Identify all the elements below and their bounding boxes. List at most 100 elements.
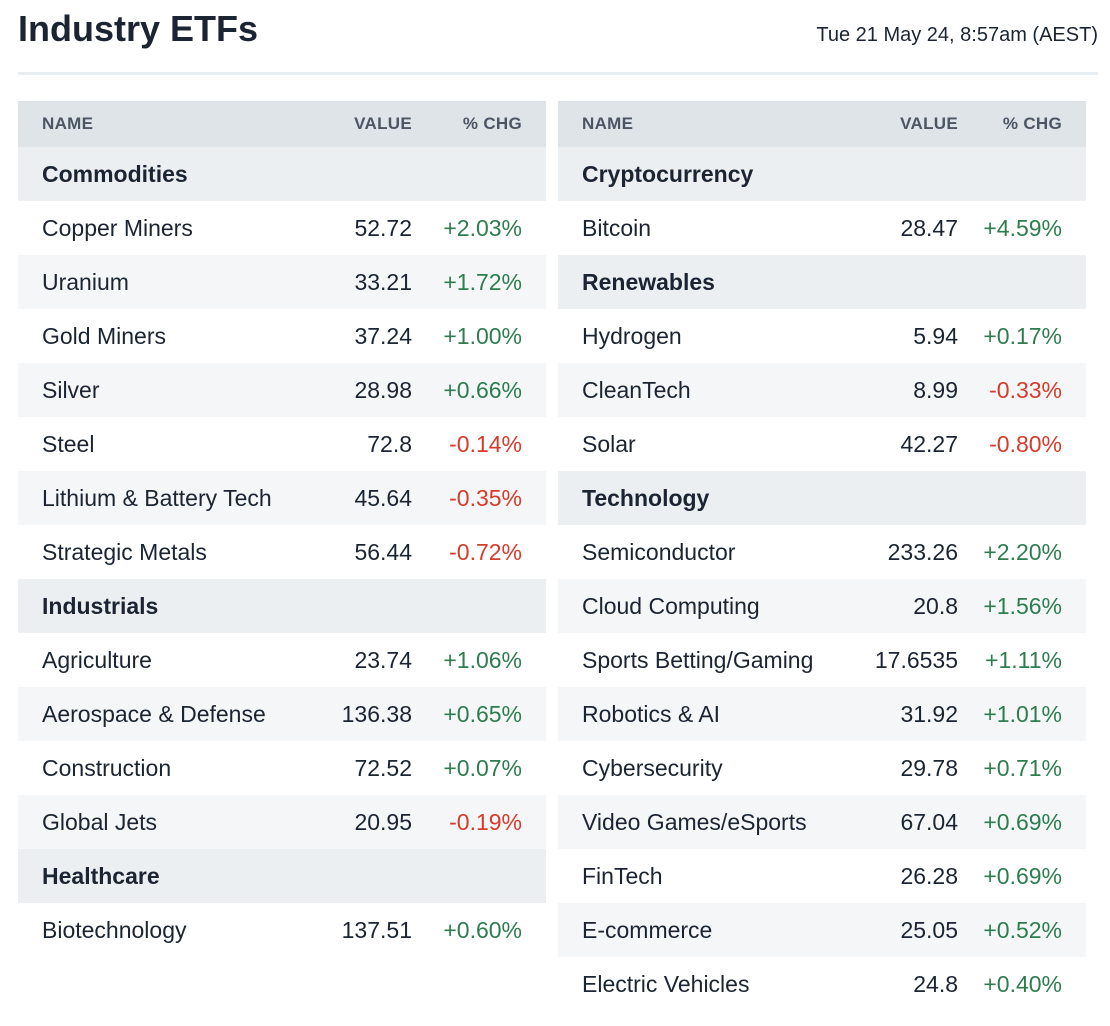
table-row[interactable]: Construction 72.52 +0.07% <box>18 741 546 795</box>
left-etf-table: NAME VALUE % CHG Commodities Copper Miner… <box>18 101 546 957</box>
etf-value: 56.44 <box>354 538 412 565</box>
etf-percent-change: +2.03% <box>443 214 522 241</box>
etf-percent-change: +0.40% <box>983 970 1062 997</box>
etf-percent-change: +0.66% <box>443 376 522 403</box>
etf-name[interactable]: Gold Miners <box>42 322 166 349</box>
section-title: Technology <box>582 484 710 511</box>
table-row[interactable]: Video Games/eSports 67.04 +0.69% <box>558 795 1086 849</box>
table-row[interactable]: Electric Vehicles 24.8 +0.40% <box>558 957 1086 1011</box>
etf-name[interactable]: Agriculture <box>42 646 152 673</box>
table-row[interactable]: E-commerce 25.05 +0.52% <box>558 903 1086 957</box>
table-row[interactable]: Aerospace & Defense 136.38 +0.65% <box>18 687 546 741</box>
etf-name[interactable]: Uranium <box>42 268 129 295</box>
etf-percent-change: -0.14% <box>449 430 522 457</box>
table-row[interactable]: Copper Miners 52.72 +2.03% <box>18 201 546 255</box>
column-header-chg[interactable]: % CHG <box>462 114 522 133</box>
table-row[interactable]: Cloud Computing 20.8 +1.56% <box>558 579 1086 633</box>
etf-percent-change: -0.72% <box>449 538 522 565</box>
etf-value: 72.52 <box>354 754 412 781</box>
table-row[interactable]: Robotics & AI 31.92 +1.01% <box>558 687 1086 741</box>
table-row[interactable]: Uranium 33.21 +1.72% <box>18 255 546 309</box>
table-row[interactable]: Cybersecurity 29.78 +0.71% <box>558 741 1086 795</box>
etf-value: 23.74 <box>354 646 412 673</box>
etf-name[interactable]: FinTech <box>582 862 663 889</box>
etf-name[interactable]: Global Jets <box>42 808 158 835</box>
etf-value: 137.51 <box>341 916 412 943</box>
column-header-value[interactable]: VALUE <box>354 114 412 133</box>
etf-value: 42.27 <box>900 430 958 457</box>
etf-name[interactable]: Electric Vehicles <box>582 970 750 997</box>
table-row[interactable]: Global Jets 20.95 -0.19% <box>18 795 546 849</box>
table-header: NAME VALUE % CHG <box>558 101 1086 147</box>
section-header: Technology <box>558 471 1086 525</box>
etf-value: 20.8 <box>913 592 958 619</box>
etf-value: 20.95 <box>354 808 412 835</box>
etf-name[interactable]: Copper Miners <box>42 214 193 241</box>
table-row[interactable]: Bitcoin 28.47 +4.59% <box>558 201 1086 255</box>
etf-name[interactable]: Video Games/eSports <box>582 808 807 835</box>
etf-value: 29.78 <box>900 754 958 781</box>
table-row[interactable]: Semiconductor 233.26 +2.20% <box>558 525 1086 579</box>
table-row[interactable]: Hydrogen 5.94 +0.17% <box>558 309 1086 363</box>
table-row[interactable]: CleanTech 8.99 -0.33% <box>558 363 1086 417</box>
column-header-value[interactable]: VALUE <box>900 114 958 133</box>
etf-percent-change: -0.33% <box>989 376 1062 403</box>
section-title: Renewables <box>582 268 715 295</box>
column-header-name[interactable]: NAME <box>582 114 634 133</box>
etf-name[interactable]: Strategic Metals <box>42 538 207 565</box>
table-header: NAME VALUE % CHG <box>18 101 546 147</box>
etf-percent-change: -0.80% <box>989 430 1062 457</box>
section-title: Cryptocurrency <box>582 160 754 187</box>
table-row[interactable]: Strategic Metals 56.44 -0.72% <box>18 525 546 579</box>
table-row[interactable]: Lithium & Battery Tech 45.64 -0.35% <box>18 471 546 525</box>
section-title: Industrials <box>42 592 159 619</box>
etf-value: 233.26 <box>887 538 958 565</box>
etf-percent-change: +0.07% <box>443 754 522 781</box>
etf-name[interactable]: Sports Betting/Gaming <box>582 646 814 673</box>
etf-percent-change: +0.71% <box>983 754 1062 781</box>
etf-percent-change: +1.00% <box>443 322 522 349</box>
section-header: Healthcare <box>18 849 546 903</box>
table-row[interactable]: Biotechnology 137.51 +0.60% <box>18 903 546 957</box>
etf-name[interactable]: Bitcoin <box>582 214 652 241</box>
table-row[interactable]: Gold Miners 37.24 +1.00% <box>18 309 546 363</box>
table-row[interactable]: Agriculture 23.74 +1.06% <box>18 633 546 687</box>
etf-value: 25.05 <box>900 916 958 943</box>
etf-name[interactable]: Cybersecurity <box>582 754 723 781</box>
right-table-body: Cryptocurrency Bitcoin 28.47 +4.59% Renewabl… <box>558 147 1086 1011</box>
table-row[interactable]: Solar 42.27 -0.80% <box>558 417 1086 471</box>
etf-name[interactable]: Robotics & AI <box>582 700 721 727</box>
etf-percent-change: +1.56% <box>983 592 1062 619</box>
etf-value: 67.04 <box>900 808 958 835</box>
etf-name[interactable]: Steel <box>42 430 95 457</box>
table-row[interactable]: Sports Betting/Gaming 17.6535 +1.11% <box>558 633 1086 687</box>
etf-name[interactable]: Semiconductor <box>582 538 736 565</box>
etf-name[interactable]: Aerospace & Defense <box>42 700 266 727</box>
etf-name[interactable]: Cloud Computing <box>582 592 760 619</box>
section-header: Industrials <box>18 579 546 633</box>
etf-name[interactable]: Biotechnology <box>42 916 187 943</box>
etf-value: 28.98 <box>354 376 412 403</box>
etf-name[interactable]: Solar <box>582 430 636 457</box>
etf-percent-change: +1.06% <box>443 646 522 673</box>
etf-name[interactable]: Lithium & Battery Tech <box>42 484 272 511</box>
section-header: Cryptocurrency <box>558 147 1086 201</box>
etf-value: 72.8 <box>367 430 412 457</box>
page-title: Industry ETFs <box>18 8 259 49</box>
etf-percent-change: -0.35% <box>449 484 522 511</box>
etf-name[interactable]: CleanTech <box>582 376 691 403</box>
etf-value: 8.99 <box>913 376 958 403</box>
etf-name[interactable]: Silver <box>42 376 100 403</box>
table-row[interactable]: Steel 72.8 -0.14% <box>18 417 546 471</box>
section-header: Renewables <box>558 255 1086 309</box>
table-row[interactable]: Silver 28.98 +0.66% <box>18 363 546 417</box>
left-table-body: Commodities Copper Miners 52.72 +2.03% Urani… <box>18 147 546 957</box>
etf-name[interactable]: Construction <box>42 754 172 781</box>
section-header: Commodities <box>18 147 546 201</box>
etf-name[interactable]: Hydrogen <box>582 322 682 349</box>
table-row[interactable]: FinTech 26.28 +0.69% <box>558 849 1086 903</box>
column-header-name[interactable]: NAME <box>42 114 94 133</box>
etf-name[interactable]: E-commerce <box>582 916 713 943</box>
title-divider <box>18 72 1098 75</box>
column-header-chg[interactable]: % CHG <box>1002 114 1062 133</box>
